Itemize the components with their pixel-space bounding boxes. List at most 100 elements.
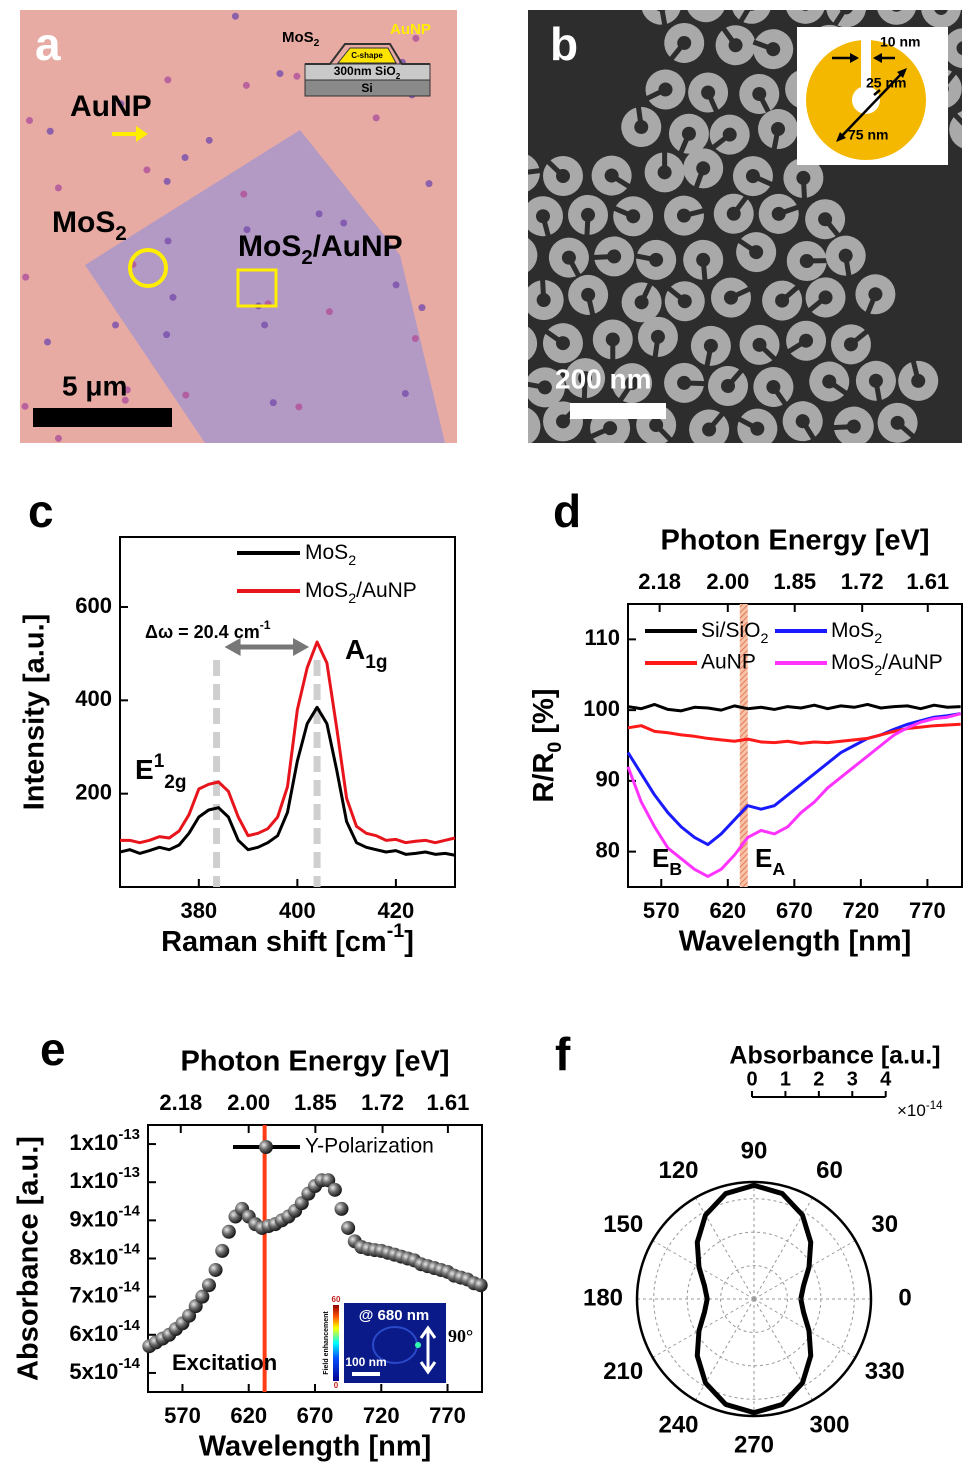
c-shape-hole — [723, 290, 738, 305]
c-shape-gap — [711, 411, 725, 427]
legend-label: Si/SiO2 — [701, 619, 769, 647]
c-shape-hole — [728, 38, 743, 53]
nanoparticle-dot — [117, 100, 125, 108]
c-shape — [664, 281, 705, 322]
grid-spoke — [652, 1298, 755, 1358]
pointer-arrow — [112, 126, 148, 142]
c-shape-hole — [697, 0, 714, 11]
y-tick-label: 1x10-13 — [69, 1127, 140, 1155]
data-point — [473, 1278, 488, 1293]
inset-aunp — [336, 47, 397, 64]
c-shape-gap — [812, 258, 828, 264]
c-shape — [685, 0, 726, 23]
y-tick-label: 110 — [585, 625, 621, 650]
c-shape — [786, 240, 828, 281]
c-shape-hole — [745, 169, 760, 184]
data-line — [120, 640, 456, 845]
grid-spoke — [753, 1240, 856, 1300]
c-shape — [663, 195, 705, 236]
nanoparticle-dot — [392, 281, 400, 289]
c-shape-hole — [561, 250, 576, 265]
text-part: [%] — [528, 688, 560, 741]
flake — [85, 130, 445, 443]
x-tick-label: 400 — [279, 898, 316, 923]
y-tick-label: 600 — [75, 593, 112, 618]
legend-label: MoS2 — [305, 541, 356, 569]
c-shape — [641, 10, 682, 26]
inset-label: C-shape — [351, 51, 383, 60]
c-shape-gap — [587, 300, 596, 316]
c-shape-hole — [868, 287, 883, 302]
c-shape-disk — [876, 10, 917, 25]
c-shape — [708, 365, 749, 406]
c-shape-hole — [650, 329, 665, 344]
mos2-marker — [128, 248, 168, 288]
plot-frame — [119, 536, 456, 888]
c-shape — [664, 22, 705, 63]
c-shape — [826, 10, 867, 28]
c-shape-hole — [749, 245, 764, 260]
c-shape-gap — [615, 176, 631, 189]
c-shape-hole — [634, 295, 649, 310]
angle-label: 120 — [658, 1157, 698, 1184]
c-shape-hole — [703, 338, 718, 353]
text-part: 2 — [301, 247, 312, 269]
text-part: /AuNP — [356, 579, 417, 602]
x-tick-label: 720 — [843, 898, 880, 923]
c-shape — [713, 193, 754, 234]
text-part: -1 — [260, 618, 271, 632]
c-shape-hole — [696, 161, 711, 176]
c-shape — [830, 324, 871, 365]
c-shape — [543, 155, 584, 196]
inset-label: 100 nm — [345, 1355, 386, 1369]
c-shape-hole — [771, 206, 786, 221]
c-shape — [644, 151, 685, 193]
scale-tick-label: 4 — [880, 1068, 892, 1090]
nanoparticle-dot — [411, 334, 419, 342]
text-part: MoS — [282, 29, 314, 46]
c-shape — [805, 199, 846, 240]
c-shape-disk — [528, 153, 540, 194]
c-shape-hole — [722, 127, 737, 142]
c-shape-hole — [890, 415, 905, 430]
c-shape — [528, 367, 565, 408]
text-part: 1 — [154, 751, 165, 772]
nanoparticle-dot — [240, 190, 248, 198]
x2-tick-label: 1.61 — [906, 569, 949, 594]
y-tick-label: 9x10-14 — [69, 1203, 140, 1231]
c-shape-gap — [783, 204, 800, 215]
x2-tick-label: 1.85 — [773, 569, 816, 594]
c-shape-gap — [961, 27, 962, 43]
nanoparticle-dot — [401, 389, 409, 397]
x-axis-title: Wavelength [nm] — [679, 926, 912, 958]
scale-multiplier: ×10-14 — [897, 1100, 943, 1120]
c-shape — [758, 193, 800, 234]
annotation: MoS2/AuNP — [238, 230, 403, 269]
c-shape — [809, 361, 850, 402]
text-part: E — [135, 754, 154, 785]
c-shape — [565, 358, 606, 400]
y-tick-label: 1x10-13 — [69, 1165, 140, 1193]
c-shape-hole — [677, 375, 692, 390]
data-line — [626, 712, 962, 878]
panel-label: e — [40, 1023, 66, 1075]
nanoparticle-dot — [293, 72, 301, 80]
text-part: -14 — [118, 1241, 140, 1258]
inset-label: Field enhancement — [323, 1311, 330, 1375]
c-shape — [731, 10, 772, 24]
c-shape — [591, 155, 632, 196]
nanoparticle-dot — [121, 396, 129, 404]
angle-label: 150 — [603, 1211, 643, 1238]
angle-label: 90 — [741, 1137, 768, 1164]
nanoparticle-dot — [112, 321, 120, 329]
y-tick-label: 5x10-14 — [69, 1355, 140, 1383]
c-shape-gap — [759, 98, 772, 114]
c-shape-hole — [956, 41, 962, 56]
c-shape — [783, 157, 824, 200]
nanoparticle-dot — [182, 391, 190, 399]
c-shape — [898, 359, 939, 401]
text-part: Si/SiO — [701, 619, 761, 642]
nanoparticle-dot — [315, 210, 323, 218]
